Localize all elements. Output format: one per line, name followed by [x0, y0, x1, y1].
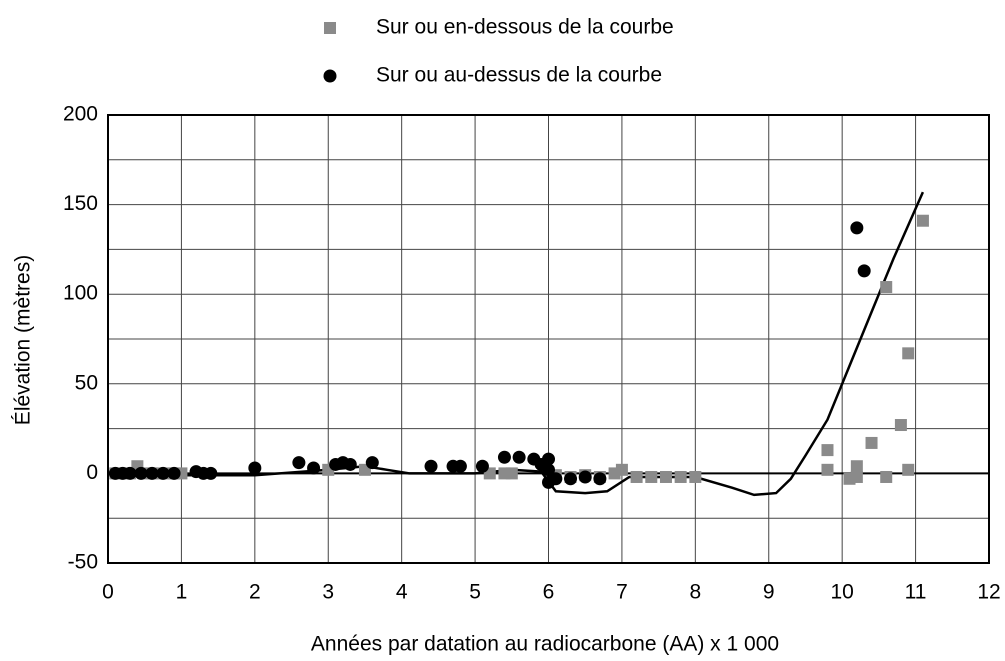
x-tick-label: 2	[249, 581, 261, 604]
y-tick-label: 50	[75, 371, 98, 394]
point	[615, 463, 628, 476]
x-tick-label: 8	[689, 581, 701, 604]
y-tick-label: 100	[63, 282, 98, 305]
point	[821, 463, 834, 476]
point	[865, 436, 878, 449]
plot-frame	[107, 114, 990, 564]
x-tick-label: 3	[322, 581, 334, 604]
point	[880, 281, 893, 294]
x-axis-label: Années par datation au radiocarbone (AA)…	[311, 633, 779, 656]
x-tick-label: 5	[469, 581, 481, 604]
point	[156, 466, 170, 480]
point	[292, 456, 306, 470]
point	[307, 461, 321, 475]
y-tick-label: -50	[68, 551, 98, 574]
x-tick-label: 12	[977, 581, 1000, 604]
point	[542, 463, 555, 477]
point	[902, 463, 915, 476]
curve	[115, 191, 925, 497]
point	[880, 470, 893, 483]
point	[343, 457, 357, 471]
point	[821, 444, 834, 457]
point	[630, 470, 643, 483]
point	[659, 470, 672, 483]
x-tick-label: 4	[396, 581, 408, 604]
point	[145, 466, 159, 480]
point	[505, 467, 518, 480]
point	[564, 472, 578, 486]
x-tick-label: 0	[102, 581, 114, 604]
y-tick-label: 150	[63, 192, 98, 215]
point	[850, 221, 864, 235]
x-tick-label: 7	[616, 581, 628, 604]
point	[497, 450, 511, 464]
point	[248, 461, 262, 475]
point	[850, 470, 863, 483]
point	[689, 470, 702, 483]
point	[549, 472, 563, 486]
point	[365, 456, 379, 470]
x-tick-label: 10	[830, 581, 853, 604]
point	[204, 466, 218, 480]
legend-marker	[324, 22, 336, 34]
point	[475, 459, 489, 473]
point	[850, 460, 863, 473]
x-tick-label: 11	[905, 581, 927, 604]
y-axis-label: Élévation (mètres)	[12, 255, 35, 425]
point	[512, 450, 526, 464]
point	[916, 214, 929, 227]
point	[424, 459, 438, 473]
y-tick-label: 200	[63, 103, 98, 126]
x-tick-label: 9	[763, 581, 775, 604]
point	[674, 470, 687, 483]
point	[578, 470, 592, 484]
point	[167, 466, 181, 480]
point	[645, 470, 658, 483]
point	[123, 466, 137, 480]
point	[453, 459, 467, 473]
legend-marker	[323, 69, 337, 83]
point	[857, 264, 871, 278]
x-tick-label: 1	[176, 581, 188, 604]
point	[542, 452, 555, 466]
legend-label: Sur ou en-dessous de la courbe	[376, 16, 674, 39]
point	[894, 419, 907, 432]
y-tick-label: 0	[86, 461, 98, 484]
point	[134, 466, 148, 480]
point	[593, 472, 607, 486]
point	[902, 347, 915, 360]
legend-label: Sur ou au-dessus de la courbe	[376, 64, 662, 87]
x-tick-label: 6	[543, 581, 555, 604]
